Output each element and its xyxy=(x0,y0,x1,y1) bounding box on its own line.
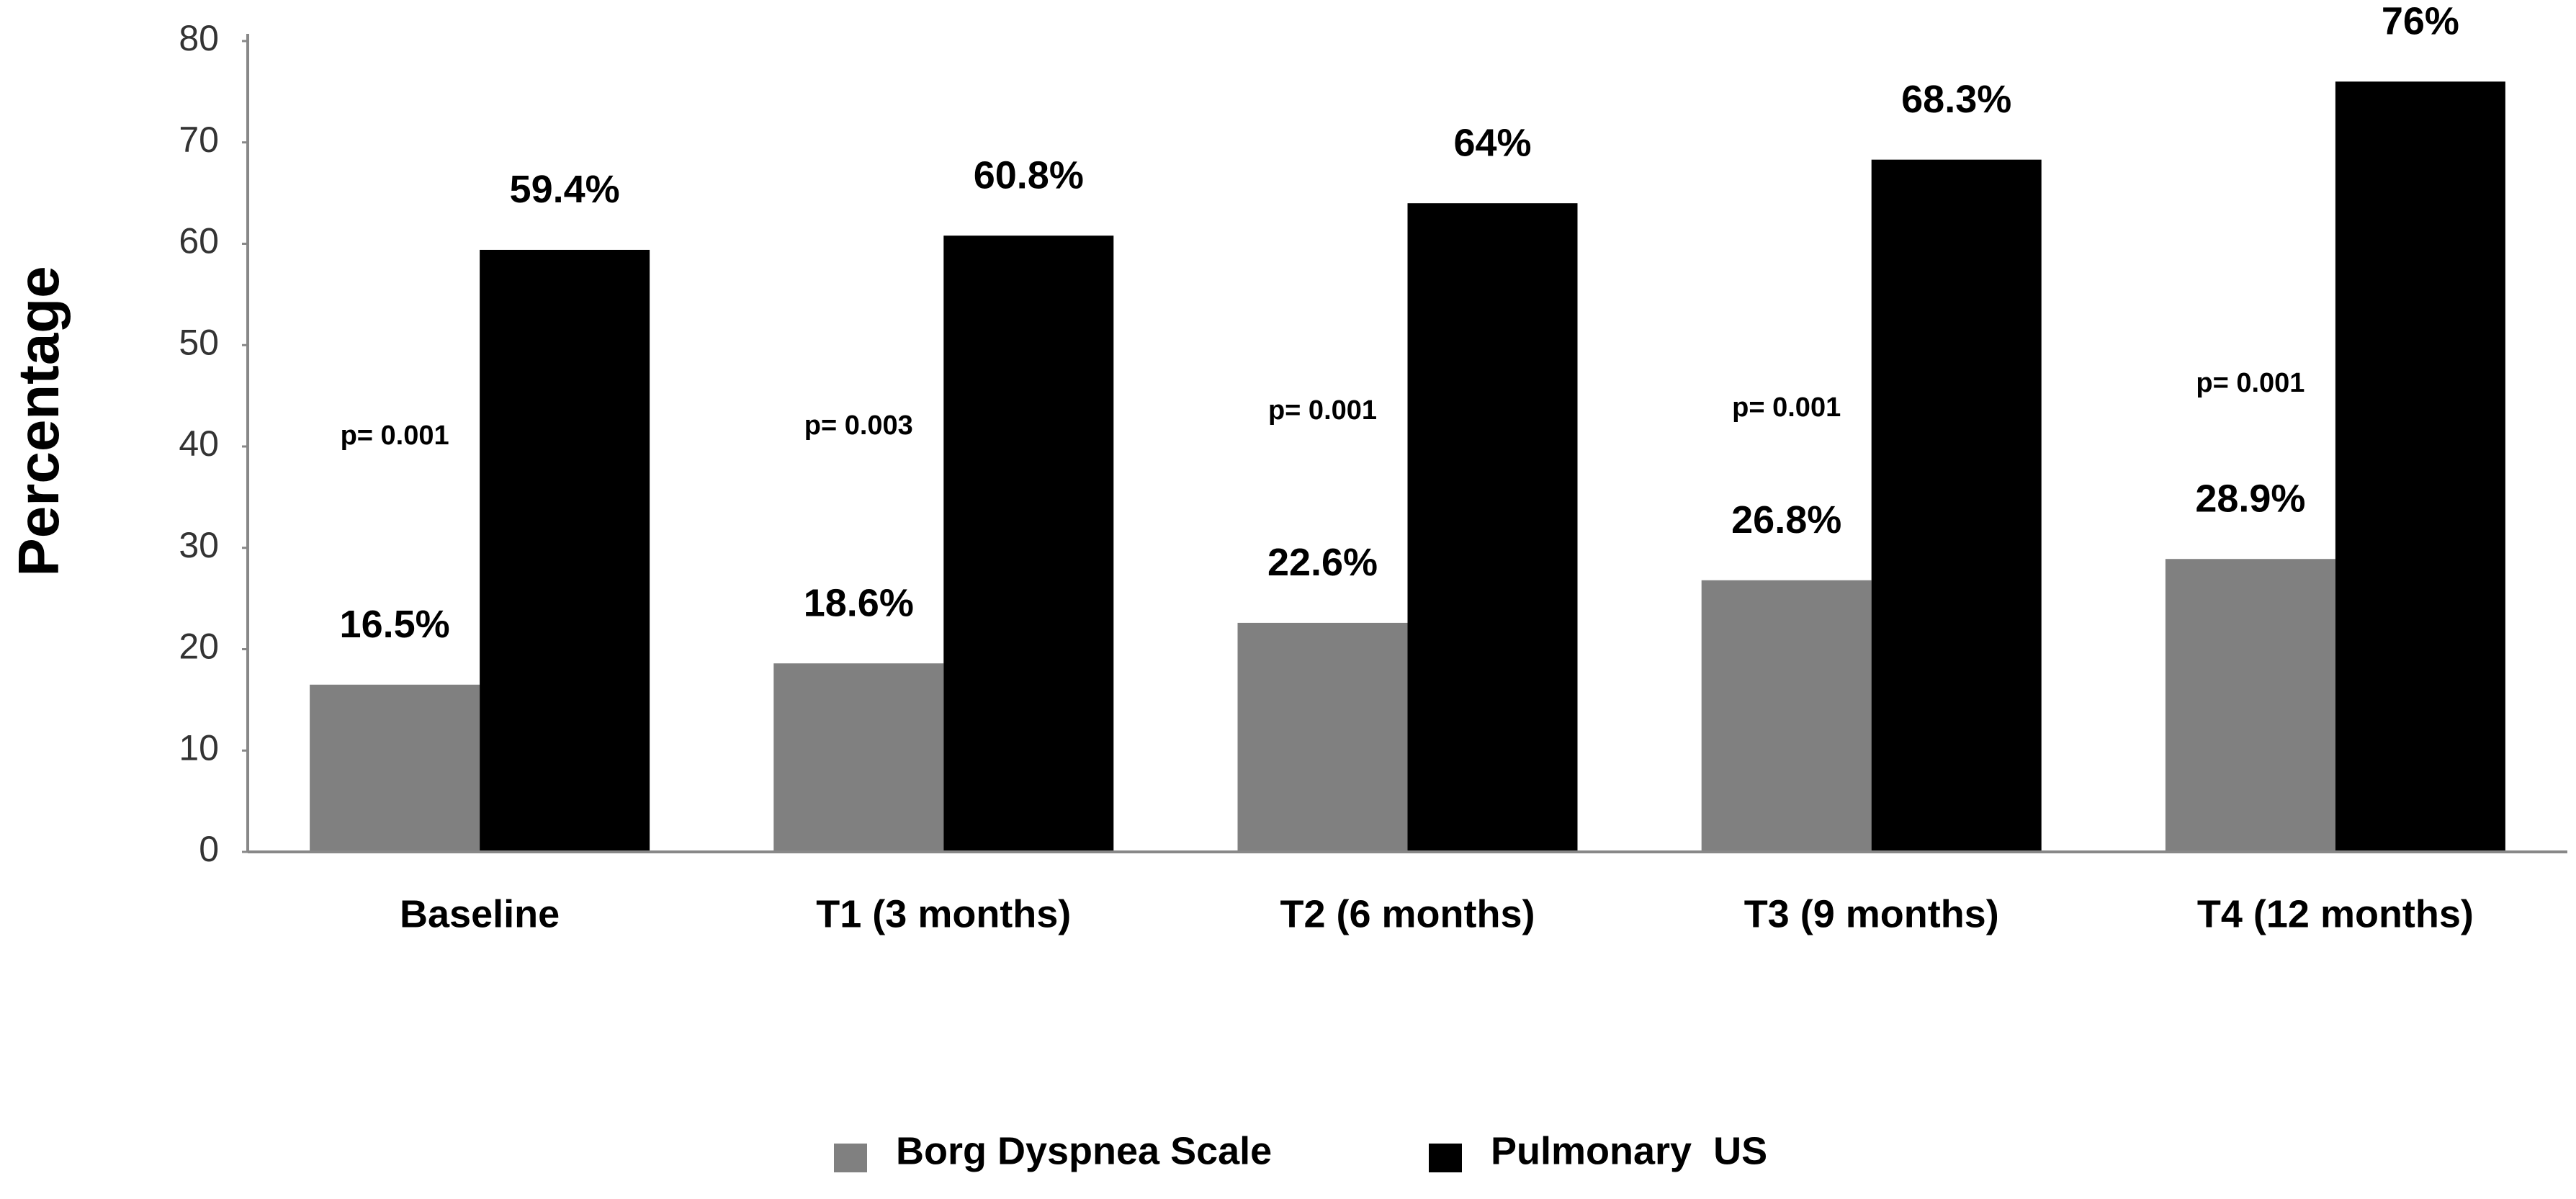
value-label: 64% xyxy=(1453,121,1531,164)
p-value: p= 0.001 xyxy=(2196,368,2305,398)
bar xyxy=(1237,622,1408,852)
bar xyxy=(2165,559,2335,852)
legend-swatch xyxy=(834,1144,867,1172)
value-label: 76% xyxy=(2382,0,2459,43)
value-label: 28.9% xyxy=(2195,477,2305,520)
bar xyxy=(1701,580,1872,852)
bar xyxy=(310,684,480,852)
bar xyxy=(943,235,1114,852)
p-value: p= 0.001 xyxy=(1732,392,1841,423)
bar xyxy=(773,663,944,852)
value-label: 16.5% xyxy=(340,603,450,646)
x-tick-label: T2 (6 months) xyxy=(1280,892,1535,935)
p-value: p= 0.001 xyxy=(1268,395,1377,426)
x-tick-label: T1 (3 months) xyxy=(816,892,1071,935)
y-tick-label: 30 xyxy=(179,525,219,565)
x-tick-label: T4 (12 months) xyxy=(2197,892,2474,935)
bar xyxy=(1407,203,1578,852)
x-tick-label: T3 (9 months) xyxy=(1744,892,1999,935)
value-label: 18.6% xyxy=(804,581,914,624)
value-label: 22.6% xyxy=(1267,541,1378,584)
y-tick-label: 40 xyxy=(179,423,219,464)
legend-swatch xyxy=(1429,1144,1462,1172)
y-tick-label: 20 xyxy=(179,627,219,667)
p-value: p= 0.003 xyxy=(804,410,913,441)
y-tick-label: 50 xyxy=(179,322,219,362)
value-label: 59.4% xyxy=(510,168,620,211)
value-label: 60.8% xyxy=(974,154,1084,197)
legend-label: Pulmonary US xyxy=(1491,1129,1767,1172)
y-tick-label: 70 xyxy=(179,120,219,160)
x-tick-label: Baseline xyxy=(400,892,560,935)
y-tick-label: 0 xyxy=(199,829,219,869)
value-label: 68.3% xyxy=(1901,78,2011,121)
bar xyxy=(1871,159,2042,853)
y-tick-label: 80 xyxy=(179,18,219,58)
y-tick-label: 60 xyxy=(179,221,219,261)
y-axis-label: Percentage xyxy=(6,266,71,576)
value-label: 26.8% xyxy=(1731,498,1841,542)
y-tick-label: 10 xyxy=(179,727,219,768)
bar xyxy=(2335,81,2505,852)
p-value: p= 0.001 xyxy=(341,421,449,451)
legend-label: Borg Dyspnea Scale xyxy=(896,1129,1272,1172)
bar xyxy=(480,249,650,852)
